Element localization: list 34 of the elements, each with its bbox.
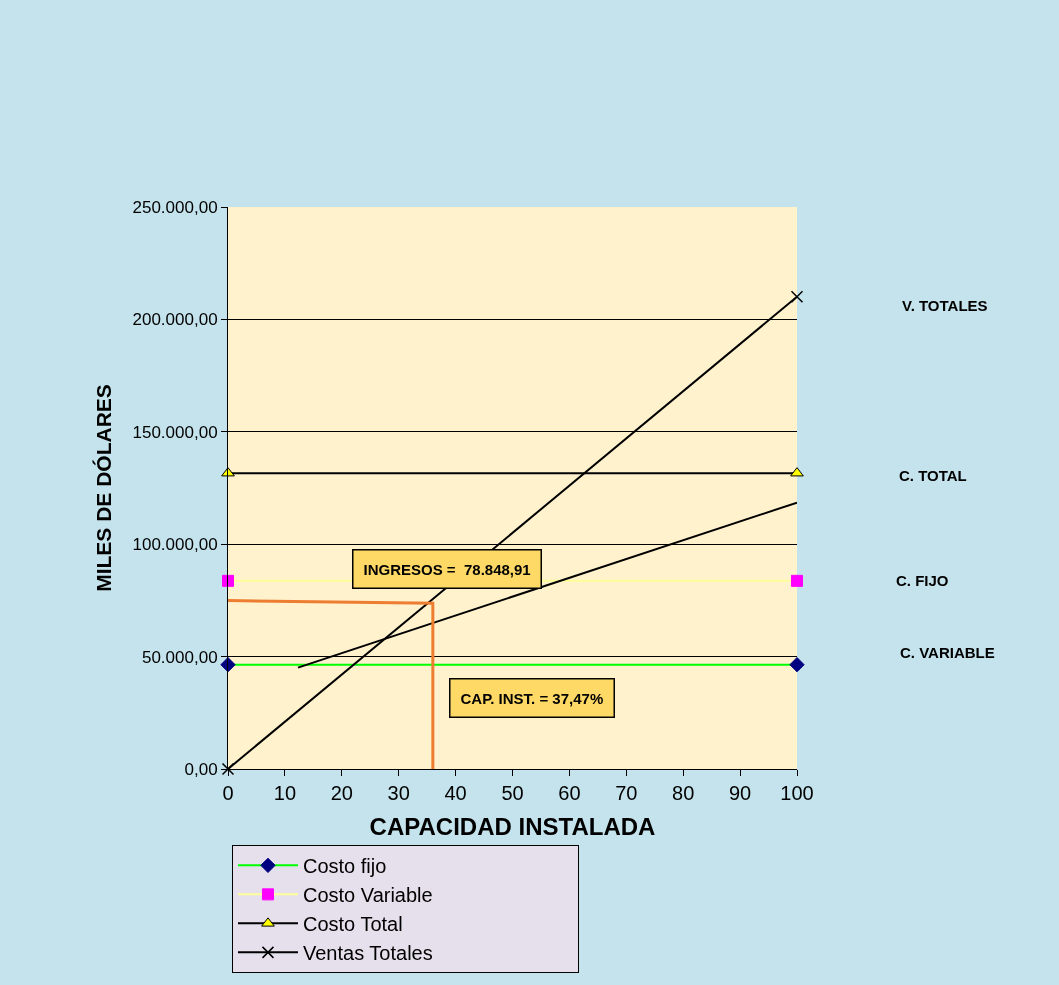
y-tick-label: 50.000,00 — [141, 647, 218, 667]
x-tick-label: 60 — [558, 782, 581, 804]
x-tick-label: 80 — [672, 782, 695, 804]
point — [789, 657, 805, 673]
x-tick-label: 70 — [615, 782, 638, 804]
x-axis-title: CAPACIDAD INSTALADA — [369, 813, 656, 841]
legend-label: Costo Variable — [302, 884, 433, 907]
y-tick-label: 0,00 — [184, 759, 218, 779]
point — [790, 290, 804, 303]
x-tick-label: 40 — [444, 782, 467, 804]
x-tick-label: 30 — [387, 782, 410, 804]
text: C. VARIABLE — [900, 644, 995, 661]
y-tick-label: 100.000,00 — [132, 535, 218, 555]
legend-label: Costo Total — [302, 913, 403, 936]
annotation: CAP. INST. = 37,47% — [460, 689, 604, 707]
text: C. TOTAL — [899, 467, 967, 484]
legend-label: Ventas Totales — [302, 942, 433, 965]
x-tick-label: 90 — [728, 782, 752, 804]
point — [222, 574, 234, 587]
x-tick-label: 50 — [501, 782, 524, 804]
x-tick-label: 10 — [273, 782, 297, 804]
x-tick-label: 20 — [330, 782, 353, 804]
y-axis-title: MILES DE DÓLARES — [91, 384, 115, 592]
text: V. TOTALES — [902, 297, 988, 314]
x-tick-label: 100 — [780, 782, 814, 804]
y-tick-label: 200.000,00 — [132, 310, 218, 330]
x-tick-label: 0 — [222, 782, 234, 804]
y-tick-label: 250.000,00 — [132, 197, 218, 217]
point — [221, 762, 235, 776]
text: C. FIJO — [896, 572, 949, 589]
y-tick-label: 150.000,00 — [132, 422, 218, 442]
annotation: INGRESOS = 78.848,91 — [363, 560, 531, 578]
point — [791, 574, 803, 587]
legend-label: Costo fijo — [302, 855, 387, 878]
